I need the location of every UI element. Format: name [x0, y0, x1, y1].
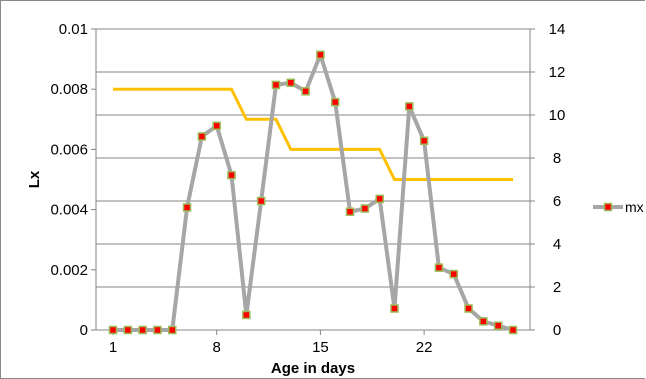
- y-right-tick-label-0: 0: [553, 322, 561, 339]
- mx-point-25: [464, 304, 473, 313]
- mx-point-14: [301, 87, 310, 96]
- mx-point-1: [108, 325, 118, 335]
- y-left-tick-label-5: 0.01: [59, 21, 88, 38]
- mx-point-19: [375, 194, 384, 204]
- mx-point-2: [123, 325, 133, 335]
- series-line-lx: [113, 87, 513, 181]
- mx-point-23: [434, 263, 444, 272]
- gridlines: [96, 28, 530, 288]
- mx-point-22: [419, 136, 429, 146]
- x-tick-label-0: 1: [109, 339, 117, 356]
- mx-point-26: [479, 317, 488, 326]
- mx-point-16: [330, 97, 340, 107]
- y-left-tick-label-0: 0: [80, 322, 88, 339]
- y-left-tick-label-3: 0.006: [50, 141, 88, 158]
- legend-swatch-marker: [603, 202, 613, 212]
- y-right-tick-label-6: 12: [549, 64, 566, 81]
- mx-point-8: [212, 121, 221, 130]
- mx-point-21: [405, 102, 414, 111]
- x-tick-label-1: 8: [213, 339, 221, 356]
- y-right-tick-label-2: 4: [553, 236, 561, 253]
- x-tick-label-2: 15: [312, 339, 329, 356]
- mx-point-15: [316, 50, 325, 60]
- mx-point-13: [286, 78, 296, 87]
- mx-point-24: [449, 269, 458, 279]
- y-right-tick-label-4: 8: [553, 150, 561, 167]
- mx-point-11: [256, 196, 266, 206]
- mx-point-18: [360, 204, 370, 213]
- y-left-tick-label-2: 0.004: [50, 202, 88, 219]
- x-tick-label-3: 22: [416, 339, 433, 356]
- x-axis-title: Age in days: [271, 360, 355, 377]
- series-line-mx: [113, 52, 514, 332]
- mx-point-17: [345, 207, 355, 216]
- y-right-tick-label-5: 10: [549, 107, 566, 124]
- series-layer: [108, 50, 518, 335]
- mx-point-7: [197, 132, 207, 141]
- mx-point-27: [493, 321, 503, 330]
- y-left-tick-label-1: 0.002: [50, 262, 88, 279]
- mx-point-6: [182, 203, 192, 212]
- y-right-tick-label-1: 2: [553, 279, 561, 296]
- mx-point-3: [138, 325, 147, 335]
- mx-point-28: [508, 325, 518, 335]
- y-right-tick-label-3: 6: [553, 193, 561, 210]
- y-axis-title: Lx: [26, 170, 43, 188]
- mx-point-5: [168, 325, 177, 335]
- mx-point-4: [153, 325, 162, 335]
- mx-point-9: [227, 170, 236, 180]
- mx-point-10: [242, 310, 251, 320]
- y-left-tick-label-4: 0.008: [50, 81, 88, 98]
- mx-point-20: [390, 304, 399, 313]
- y-right-tick-label-7: 14: [549, 21, 566, 38]
- tick-labels: 0 0.002 0.004 0.006 0.008 0.01 0 2 4 6 8 10 12 14 1 8 15…: [50, 21, 565, 356]
- mx-point-12: [271, 80, 281, 90]
- legend-label-mx: mx: [625, 199, 644, 215]
- legend: mx: [593, 199, 644, 215]
